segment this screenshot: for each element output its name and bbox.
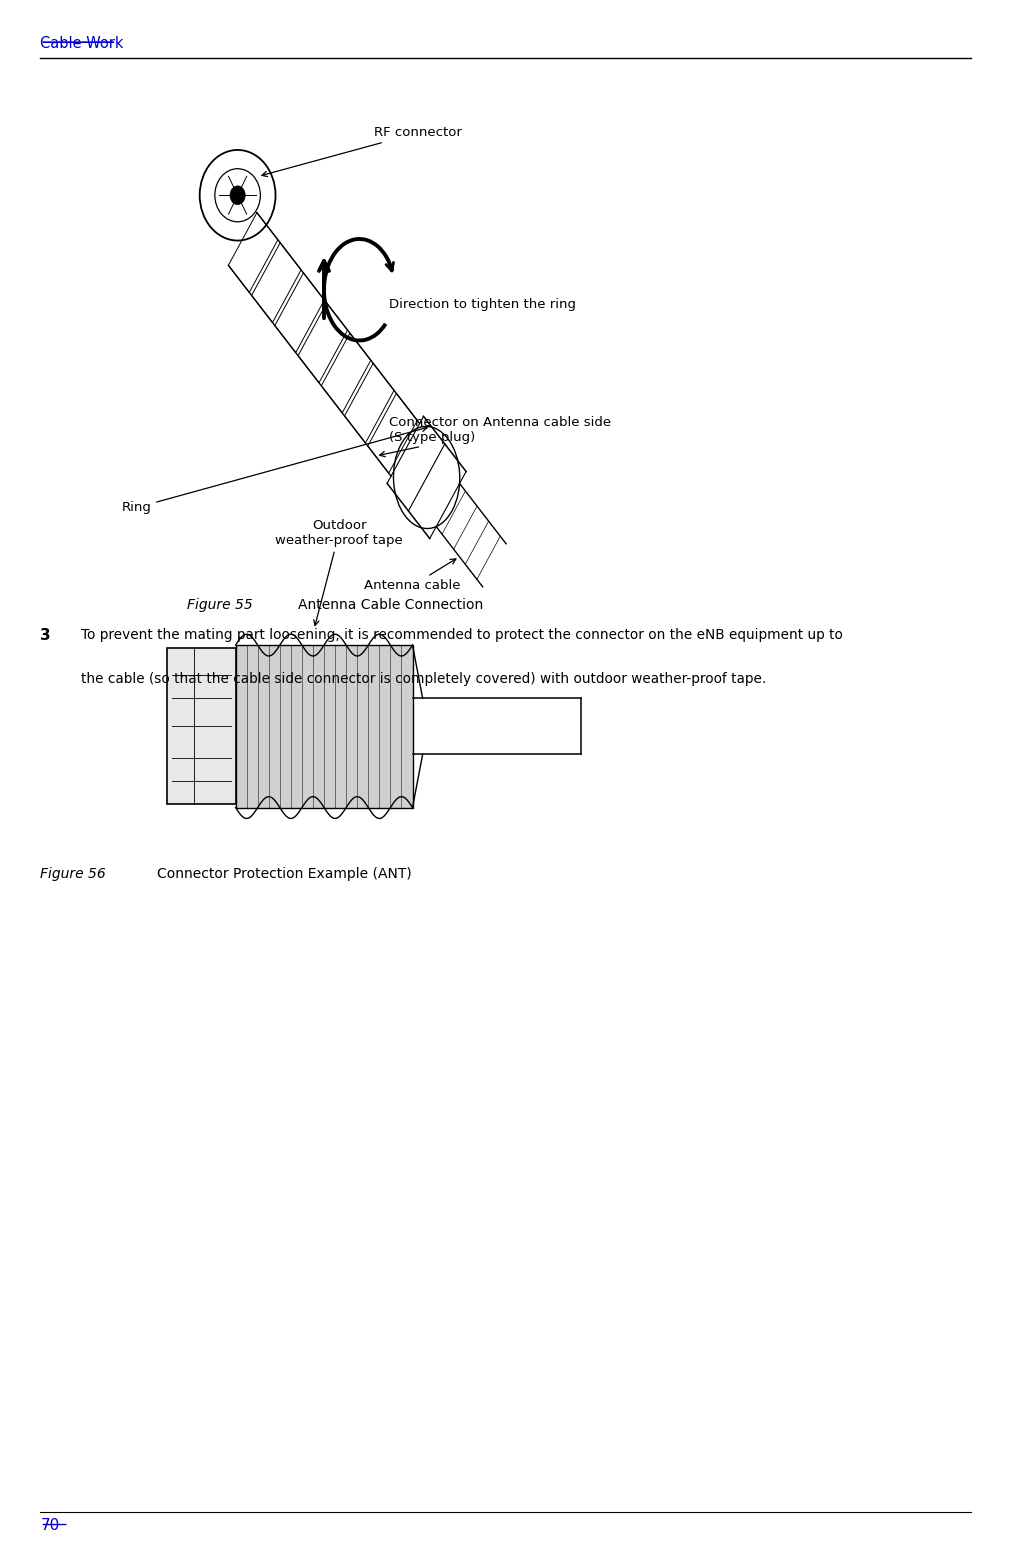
- Text: Connector Protection Example (ANT): Connector Protection Example (ANT): [156, 867, 412, 881]
- Bar: [236, 645, 413, 808]
- Bar: [167, 648, 236, 804]
- Text: 70: 70: [40, 1518, 60, 1534]
- Text: Direction to tighten the ring: Direction to tighten the ring: [389, 298, 576, 311]
- Text: Figure 56: Figure 56: [40, 867, 107, 881]
- Text: Antenna Cable Connection: Antenna Cable Connection: [298, 598, 483, 612]
- Text: Antenna cable: Antenna cable: [364, 559, 461, 592]
- Text: Figure 55: Figure 55: [187, 598, 253, 612]
- Text: 3: 3: [40, 628, 51, 644]
- Text: Connector on Antenna cable side
(S type plug): Connector on Antenna cable side (S type …: [380, 415, 612, 456]
- Text: Ring: Ring: [121, 426, 427, 514]
- Text: the cable (so that the cable side connector is completely covered) with outdoor : the cable (so that the cable side connec…: [81, 672, 766, 686]
- Text: To prevent the mating part loosening, it is recommended to protect the connector: To prevent the mating part loosening, it…: [81, 628, 842, 642]
- Ellipse shape: [230, 186, 245, 205]
- Text: RF connector: RF connector: [262, 127, 462, 177]
- Text: Cable Work: Cable Work: [40, 36, 124, 52]
- Text: Outdoor
weather-proof tape: Outdoor weather-proof tape: [275, 519, 403, 625]
